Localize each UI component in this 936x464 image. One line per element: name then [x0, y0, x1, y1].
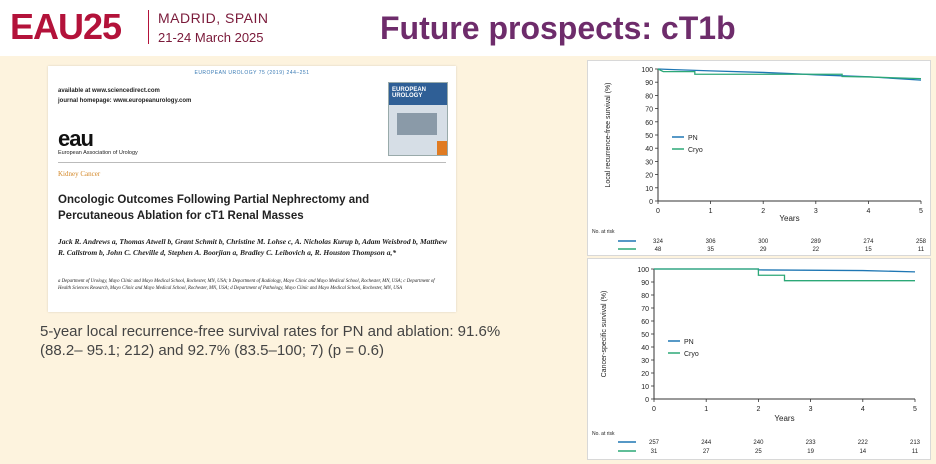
- legend-label-pn: PN: [688, 135, 698, 142]
- chart-css-svg: 0 10 20 30 40 50 60 70 80 90 100 0 1 2 3 4 5 Years Cancer-…: [592, 267, 921, 455]
- org-name: European Association of Urology: [58, 150, 138, 156]
- risk-value: 258: [916, 239, 927, 245]
- risk-value: 213: [910, 440, 921, 446]
- x-tick-label: 1: [704, 406, 708, 413]
- series-line-cryo: [654, 268, 915, 282]
- journal-cover: EUROPEAN UROLOGY: [388, 82, 448, 156]
- y-tick-label: 70: [645, 107, 653, 114]
- divider: [58, 162, 446, 163]
- y-tick-label: 90: [645, 80, 653, 87]
- risk-value: 233: [806, 440, 817, 446]
- y-axis-label: Local recurrence-free survival (%): [605, 82, 612, 187]
- summary-text: 5-year local recurrence-free survival ra…: [40, 323, 501, 359]
- risk-value: 257: [649, 440, 660, 446]
- y-axis-label: Cancer-specific survival (%): [601, 291, 608, 378]
- cover-title: EUROPEAN UROLOGY: [392, 87, 427, 99]
- x-tick-label: 2: [756, 406, 760, 413]
- legend-label-cryo: Cryo: [688, 147, 703, 154]
- risk-value: 306: [706, 239, 717, 245]
- legend-label-pn: PN: [684, 339, 694, 346]
- cover-header: [389, 83, 447, 105]
- risk-value: 48: [655, 247, 662, 253]
- risk-value: 289: [811, 239, 822, 245]
- risk-value: 222: [858, 440, 869, 446]
- risk-value: 15: [865, 247, 872, 253]
- y-tick-label: 30: [641, 358, 649, 365]
- logo-divider: [148, 10, 149, 44]
- y-tick-label: 80: [641, 293, 649, 300]
- slide-title: Future prospects: cT1b: [380, 10, 736, 46]
- dates: 21-24 March 2025: [158, 30, 264, 45]
- x-axis-label: Years: [774, 414, 794, 423]
- x-tick-label: 0: [656, 208, 660, 215]
- chart-lrfs: 0 10 20 30 40 50 60 70 80 90 100 0 1 2 3 4 5 Years Local r…: [587, 60, 931, 256]
- y-tick-label: 100: [637, 267, 649, 274]
- paper-authors: Jack R. Andrews a, Thomas Atwell b, Gran…: [58, 237, 448, 257]
- y-tick-label: 20: [645, 173, 653, 180]
- risk-value: 19: [807, 449, 814, 455]
- risk-value: 27: [703, 449, 710, 455]
- cover-image: [397, 113, 437, 135]
- x-tick-label: 3: [809, 406, 813, 413]
- y-tick-label: 20: [641, 371, 649, 378]
- y-tick-label: 10: [641, 384, 649, 391]
- y-tick-label: 40: [641, 345, 649, 352]
- risk-value: 240: [753, 440, 764, 446]
- x-tick-label: 5: [919, 208, 923, 215]
- risk-table-label: No. at risk: [592, 431, 615, 437]
- y-tick-label: 40: [645, 146, 653, 153]
- chart-lrfs-svg: 0 10 20 30 40 50 60 70 80 90 100 0 1 2 3 4 5 Years Local r…: [592, 67, 927, 253]
- journal-citation: EUROPEAN UROLOGY 75 (2019) 244–251: [194, 70, 310, 76]
- risk-value: 11: [918, 247, 925, 253]
- eau-logo: EAU25: [10, 6, 122, 47]
- risk-value: 31: [651, 449, 658, 455]
- y-tick-label: 60: [645, 120, 653, 127]
- risk-value: 14: [859, 449, 866, 455]
- risk-value: 274: [863, 239, 874, 245]
- y-tick-label: 50: [645, 133, 653, 140]
- y-tick-label: 0: [649, 199, 653, 206]
- y-tick-label: 90: [641, 280, 649, 287]
- x-tick-label: 4: [866, 208, 870, 215]
- header: EAU25 MADRID, SPAIN 21-24 March 2025 Fut…: [0, 0, 936, 56]
- y-tick-label: 80: [645, 93, 653, 100]
- paper-affiliations: a Department of Urology, Mayo Clinic and…: [58, 279, 435, 291]
- risk-value: 29: [760, 247, 767, 253]
- x-tick-label: 5: [913, 406, 917, 413]
- risk-value: 11: [912, 449, 919, 455]
- journal-homepage: journal homepage: www.europeanurology.co…: [58, 98, 192, 104]
- x-tick-label: 3: [814, 208, 818, 215]
- location: MADRID, SPAIN: [158, 10, 269, 26]
- risk-value: 244: [701, 440, 712, 446]
- x-tick-label: 4: [861, 406, 865, 413]
- y-tick-label: 30: [645, 159, 653, 166]
- paper-title: Oncologic Outcomes Following Partial Nep…: [58, 194, 370, 222]
- y-tick-label: 10: [645, 186, 653, 193]
- x-tick-label: 1: [709, 208, 713, 215]
- risk-value: 300: [758, 239, 769, 245]
- cover-accent: [437, 141, 447, 155]
- x-tick-label: 2: [761, 208, 765, 215]
- risk-value: 25: [755, 449, 762, 455]
- y-tick-label: 0: [645, 397, 649, 404]
- eau-paper-logo: eau: [58, 126, 94, 151]
- chart-css: 0 10 20 30 40 50 60 70 80 90 100 0 1 2 3 4 5 Years Cancer-…: [587, 258, 931, 460]
- y-tick-label: 70: [641, 306, 649, 313]
- risk-value: 324: [653, 239, 664, 245]
- series-line-cryo: [657, 68, 922, 80]
- x-axis-label: Years: [779, 214, 799, 223]
- legend-label-cryo: Cryo: [684, 351, 699, 358]
- risk-value: 22: [812, 247, 819, 253]
- y-tick-label: 60: [641, 319, 649, 326]
- risk-value: 35: [707, 247, 714, 253]
- available-at: available at www.sciencedirect.com: [58, 88, 160, 94]
- risk-table-label: No. at risk: [592, 229, 615, 235]
- y-tick-label: 100: [641, 67, 653, 74]
- paper-screenshot: EUROPEAN UROLOGY 75 (2019) 244–251 avail…: [48, 66, 456, 312]
- x-tick-label: 0: [652, 406, 656, 413]
- paper-section: Kidney Cancer: [58, 170, 101, 178]
- y-tick-label: 50: [641, 332, 649, 339]
